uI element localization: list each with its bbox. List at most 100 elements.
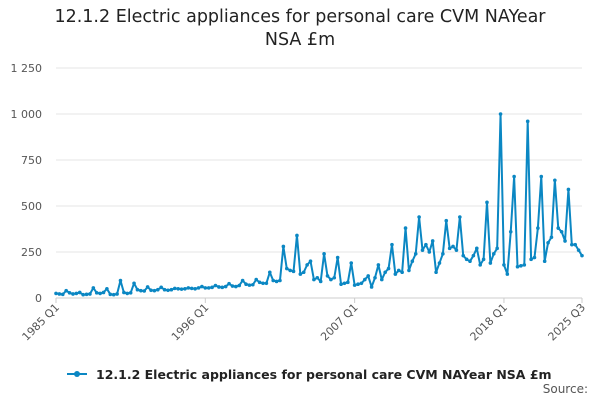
data-point[interactable] [264, 281, 269, 286]
data-point[interactable] [515, 264, 520, 269]
data-point[interactable] [359, 281, 364, 286]
data-point[interactable] [393, 272, 398, 276]
data-point[interactable] [186, 286, 191, 290]
data-point[interactable] [88, 292, 92, 296]
data-point[interactable] [189, 286, 194, 291]
data-point[interactable] [444, 218, 449, 223]
data-point[interactable] [111, 292, 116, 297]
data-point[interactable] [176, 287, 180, 291]
data-point[interactable] [339, 282, 343, 287]
data-point[interactable] [291, 269, 296, 274]
data-point[interactable] [475, 246, 479, 251]
data-point[interactable] [420, 248, 425, 252]
data-point[interactable] [495, 246, 499, 251]
data-point[interactable] [67, 291, 72, 295]
data-point[interactable] [488, 261, 493, 265]
data-point[interactable] [179, 287, 184, 291]
data-point[interactable] [271, 278, 275, 283]
data-point[interactable] [101, 290, 106, 295]
data-point[interactable] [318, 279, 323, 284]
data-point[interactable] [410, 259, 415, 264]
data-point[interactable] [206, 286, 211, 290]
data-point[interactable] [536, 226, 540, 230]
data-point[interactable] [210, 285, 214, 290]
data-point[interactable] [312, 277, 316, 282]
data-point[interactable] [566, 187, 571, 192]
data-point[interactable] [227, 281, 231, 286]
data-point[interactable] [573, 242, 578, 247]
data-point[interactable] [546, 241, 550, 245]
data-point[interactable] [237, 283, 242, 288]
data-point[interactable] [437, 261, 442, 265]
data-point[interactable] [512, 174, 516, 179]
data-point[interactable] [152, 288, 157, 293]
data-point[interactable] [556, 226, 561, 230]
data-point[interactable] [77, 290, 82, 295]
data-point[interactable] [485, 200, 489, 205]
data-point[interactable] [193, 287, 197, 291]
data-point[interactable] [278, 278, 282, 283]
data-point[interactable] [57, 292, 62, 296]
data-point[interactable] [549, 235, 554, 240]
data-point[interactable] [322, 252, 326, 256]
data-point[interactable] [349, 261, 354, 265]
data-point[interactable] [139, 288, 143, 293]
data-point[interactable] [461, 253, 466, 258]
data-point[interactable] [366, 274, 371, 278]
data-point[interactable] [94, 291, 99, 295]
data-point[interactable] [122, 290, 126, 295]
data-point[interactable] [60, 292, 65, 297]
data-point[interactable] [390, 242, 394, 247]
data-point[interactable] [274, 279, 279, 284]
data-point[interactable] [166, 288, 170, 293]
data-point[interactable] [115, 292, 119, 296]
data-point[interactable] [532, 255, 537, 260]
data-point[interactable] [356, 282, 360, 287]
data-point[interactable] [261, 281, 265, 286]
data-point[interactable] [128, 291, 133, 295]
data-point[interactable] [407, 268, 411, 273]
data-point[interactable] [539, 174, 544, 179]
data-point[interactable] [417, 215, 421, 219]
data-point[interactable] [379, 277, 384, 282]
data-point[interactable] [373, 275, 377, 280]
data-point[interactable] [213, 283, 218, 288]
data-point[interactable] [200, 284, 204, 289]
data-point[interactable] [396, 268, 401, 273]
data-point[interactable] [308, 259, 313, 264]
data-point[interactable] [491, 252, 496, 256]
data-point[interactable] [135, 287, 140, 292]
data-point[interactable] [132, 281, 136, 286]
data-point[interactable] [519, 264, 523, 268]
data-point[interactable] [570, 242, 574, 247]
data-point[interactable] [257, 280, 262, 285]
data-point[interactable] [142, 289, 147, 293]
data-point[interactable] [376, 263, 381, 267]
data-point[interactable] [156, 287, 160, 292]
data-point[interactable] [244, 282, 248, 287]
data-point[interactable] [498, 112, 503, 116]
data-point[interactable] [98, 291, 102, 296]
data-point[interactable] [240, 278, 245, 283]
data-point[interactable] [563, 239, 567, 243]
data-point[interactable] [118, 278, 123, 283]
data-point[interactable] [427, 250, 432, 254]
data-point[interactable] [203, 286, 208, 290]
data-point[interactable] [159, 285, 163, 290]
data-point[interactable] [71, 292, 75, 296]
data-point[interactable] [529, 257, 533, 262]
data-point[interactable] [288, 268, 292, 273]
data-point[interactable] [576, 248, 581, 252]
data-point[interactable] [230, 284, 235, 288]
data-point[interactable] [400, 270, 404, 275]
data-point[interactable] [149, 288, 153, 293]
data-point[interactable] [342, 281, 347, 286]
data-point[interactable] [352, 283, 357, 287]
data-point[interactable] [386, 266, 391, 271]
data-point[interactable] [234, 284, 238, 289]
data-point[interactable] [54, 291, 58, 296]
data-point[interactable] [430, 239, 435, 243]
data-point[interactable] [553, 178, 557, 183]
data-point[interactable] [363, 277, 367, 282]
data-point[interactable] [329, 277, 333, 282]
